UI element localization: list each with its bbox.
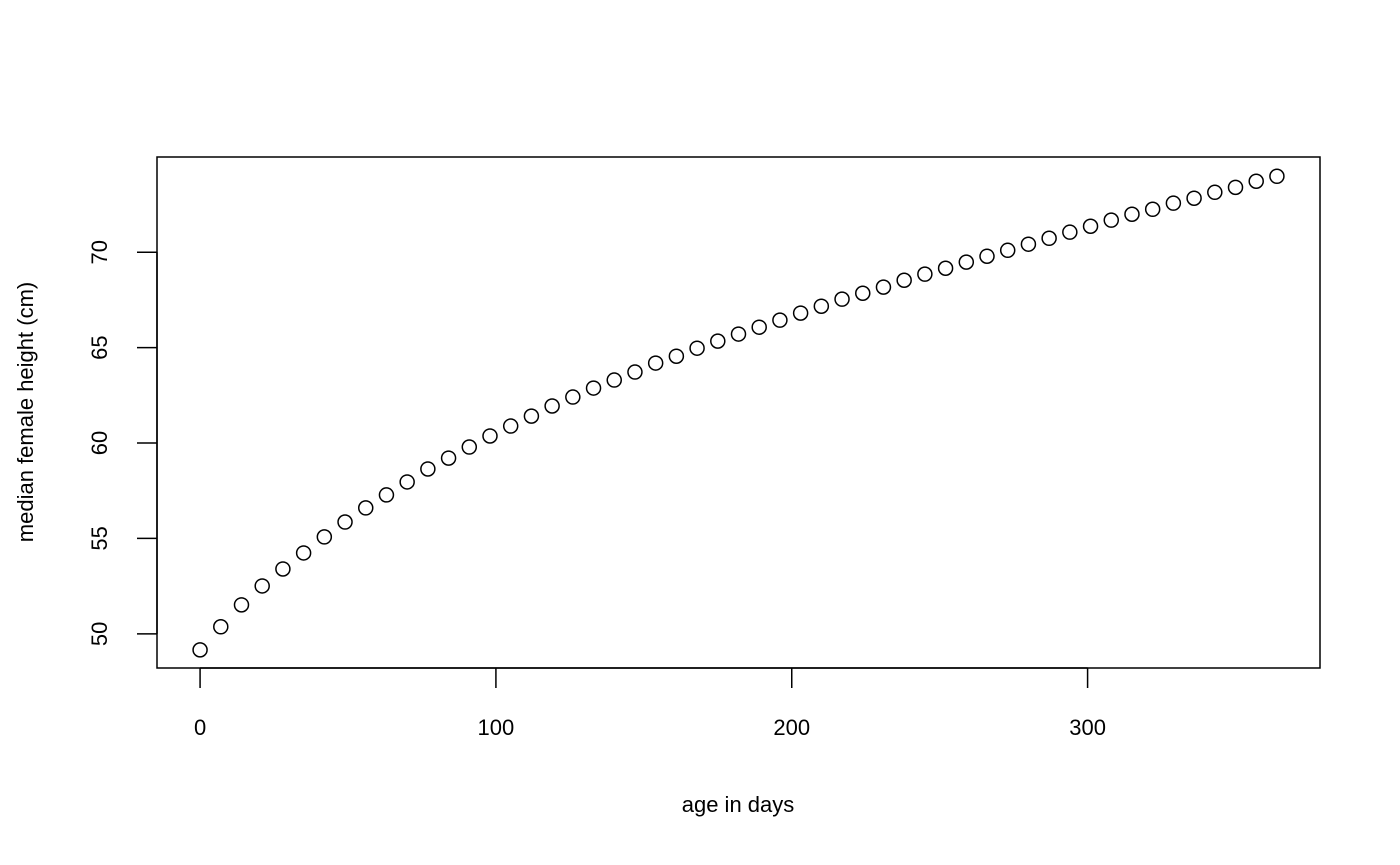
x-tick-label: 200 [773, 715, 810, 740]
point [1062, 224, 1078, 240]
point [399, 474, 415, 490]
point [254, 578, 270, 594]
point [565, 389, 581, 405]
x-tick-label: 300 [1069, 715, 1106, 740]
point [668, 348, 685, 364]
point [316, 529, 333, 545]
point [357, 500, 374, 516]
point [917, 266, 933, 282]
point [482, 428, 498, 444]
point [1103, 212, 1120, 228]
y-tick-label: 55 [87, 526, 112, 550]
point [275, 561, 291, 577]
point [751, 319, 767, 335]
point [855, 285, 871, 301]
point [461, 439, 478, 455]
point [792, 305, 809, 321]
point [1248, 173, 1264, 189]
point [544, 398, 560, 414]
point [213, 619, 229, 635]
point [585, 380, 602, 396]
point [502, 418, 519, 434]
point [979, 248, 995, 264]
point [999, 242, 1016, 259]
point [1020, 236, 1037, 252]
point [440, 450, 457, 466]
x-tick-label: 100 [478, 715, 515, 740]
point [337, 514, 353, 530]
y-tick-label: 65 [87, 335, 112, 359]
point [1041, 230, 1057, 247]
y-tick-label: 60 [87, 431, 112, 455]
x-axis-label: age in days [682, 792, 795, 817]
y-axis-label: median female height (cm) [13, 282, 38, 542]
y-tick-label: 50 [87, 622, 112, 646]
point [1207, 184, 1223, 201]
point [730, 326, 747, 342]
point [523, 408, 540, 424]
point [813, 298, 830, 314]
point [192, 642, 208, 658]
plot-frame [156, 156, 1321, 669]
point [1165, 195, 1182, 211]
x-tick-label: 0 [194, 715, 206, 740]
point [1124, 206, 1140, 222]
point [233, 597, 250, 613]
y-tick-label: 70 [87, 240, 112, 264]
point [772, 312, 788, 328]
point [1144, 201, 1161, 218]
point [420, 461, 436, 477]
point [627, 364, 643, 380]
point [875, 279, 892, 295]
point [1186, 190, 1202, 206]
point [937, 260, 954, 276]
point [710, 333, 726, 349]
point [647, 355, 664, 371]
point [295, 545, 312, 561]
point [1269, 168, 1285, 185]
point [1227, 179, 1244, 196]
point [378, 487, 395, 503]
point [896, 272, 912, 289]
point [834, 291, 850, 307]
point [958, 254, 975, 270]
point [606, 372, 622, 388]
point [1082, 218, 1099, 235]
point [689, 340, 705, 356]
